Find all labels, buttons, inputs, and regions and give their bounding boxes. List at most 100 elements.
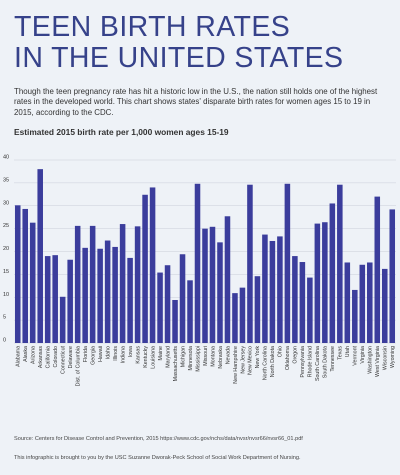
bar <box>277 236 283 343</box>
bar <box>179 254 186 343</box>
x-tick-label: Virginia <box>360 346 366 364</box>
bar <box>322 222 328 343</box>
x-tick-label: Vermont <box>353 345 359 365</box>
bar <box>164 265 171 343</box>
bar <box>329 203 336 343</box>
bar <box>127 257 133 343</box>
x-tick-label: Louisiana <box>150 346 156 369</box>
y-axis-ticks: 0 5 10 15 20 25 30 35 40 <box>3 155 9 344</box>
x-tick-label: Nebraska <box>218 346 224 369</box>
bar <box>374 196 381 343</box>
chart-subtitle: Estimated 2015 birth rate per 1,000 wome… <box>14 127 229 137</box>
bar <box>29 222 36 343</box>
bar <box>352 289 358 343</box>
x-tick-label: Utah <box>345 346 351 357</box>
intro-paragraph: Though the teen pregnancy rate has hit a… <box>14 87 378 117</box>
bar <box>284 183 291 343</box>
y-tick-label: 30 <box>3 200 9 206</box>
x-tick-label: Connecticut <box>60 345 66 373</box>
bar <box>67 259 73 343</box>
x-tick-label: Dist. of Columbia <box>75 346 81 386</box>
bar <box>142 194 148 343</box>
bar <box>307 277 313 343</box>
y-tick-label: 20 <box>3 246 9 252</box>
x-tick-label: Arizona <box>31 346 37 364</box>
bar <box>134 226 141 343</box>
bar <box>149 187 156 343</box>
x-tick-label: Mississippi <box>195 346 201 372</box>
bar <box>187 280 193 343</box>
bar <box>344 262 351 343</box>
x-tick-label: Arkansas <box>38 346 44 368</box>
bar <box>74 225 81 343</box>
x-tick-label: South Carolina <box>315 346 321 381</box>
credit-note: This infographic is brought to you by th… <box>14 455 301 461</box>
x-tick-label: Wisconsin <box>383 346 389 370</box>
bars <box>14 169 396 344</box>
x-tick-label: Nevada <box>225 346 231 364</box>
x-tick-label: North Dakota <box>270 346 276 377</box>
bar <box>314 223 321 343</box>
bar <box>359 264 366 343</box>
x-tick-label: Oklahoma <box>285 346 291 370</box>
source-note: Source: Centers for Disease Control and … <box>14 436 303 442</box>
x-tick-label: Delaware <box>68 346 74 368</box>
x-tick-label: Maine <box>158 346 164 360</box>
y-tick-label: 35 <box>3 177 9 183</box>
x-tick-label: Michigan <box>180 346 186 367</box>
x-tick-label: Kansas <box>135 346 141 364</box>
x-tick-label: Texas <box>338 346 344 360</box>
x-tick-label: West Virginia <box>375 346 381 377</box>
x-tick-label: Hawaii <box>98 346 104 362</box>
x-tick-label: Washington <box>368 346 374 374</box>
bar <box>269 240 276 343</box>
x-tick-label: Montana <box>210 346 216 367</box>
bar <box>97 248 103 343</box>
bar <box>299 262 306 343</box>
bar <box>337 184 343 343</box>
y-tick-label: 15 <box>3 269 9 275</box>
y-tick-label: 25 <box>3 223 9 229</box>
bar <box>202 228 208 344</box>
x-tick-label: Indiana <box>120 346 126 363</box>
x-tick-label: Minnesota <box>188 346 194 370</box>
page-title: TEEN BIRTH RATES IN THE UNITED STATES <box>14 12 394 74</box>
bar <box>239 287 246 343</box>
y-tick-label: 40 <box>3 155 9 161</box>
x-tick-label: Maryland <box>165 346 171 368</box>
bar <box>157 272 163 343</box>
x-tick-label: New Mexico <box>248 346 254 375</box>
x-tick-label: Oregon <box>293 346 299 364</box>
y-tick-label: 5 <box>3 315 6 321</box>
y-tick-label: 0 <box>3 338 6 344</box>
x-tick-label: Illinois <box>113 346 119 361</box>
bar <box>292 256 298 343</box>
bar <box>52 255 58 343</box>
x-tick-label: New Hampshire <box>233 346 239 384</box>
bar <box>224 216 231 343</box>
x-tick-label: Wyoming <box>390 346 396 368</box>
x-tick-label: Georgia <box>90 346 96 365</box>
x-tick-label: Iowa <box>128 346 134 357</box>
bar <box>172 300 178 343</box>
x-tick-label: Alabama <box>16 346 22 367</box>
x-tick-label: Kentucky <box>143 346 149 368</box>
x-tick-label: South Dakota <box>323 346 329 378</box>
x-tick-label: Massachusetts <box>173 346 179 382</box>
bar <box>37 169 43 343</box>
bar <box>89 225 96 343</box>
bar <box>389 209 396 343</box>
title-line-2: IN THE UNITED STATES <box>14 42 344 74</box>
bar <box>22 208 28 343</box>
x-tick-label: Alaska <box>23 346 29 362</box>
bar <box>217 242 223 343</box>
x-tick-label: North Carolina <box>263 346 269 380</box>
bar <box>44 256 51 343</box>
bar <box>59 296 66 343</box>
bar <box>247 184 253 343</box>
bar <box>262 234 268 343</box>
x-tick-label: Pennsylvania <box>300 346 306 378</box>
x-tick-label: New Jersey <box>240 346 246 374</box>
x-tick-label: Colorado <box>53 346 59 368</box>
x-tick-label: Missouri <box>203 346 209 366</box>
